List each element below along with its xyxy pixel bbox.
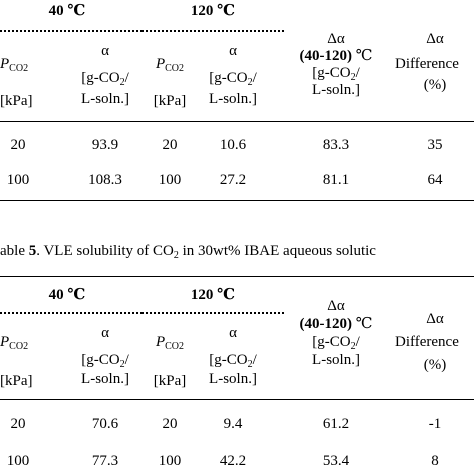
cell-diff: 8 xyxy=(431,453,439,469)
alpha-label-120: α xyxy=(229,325,237,341)
cell-a40: 108.3 xyxy=(88,172,122,188)
temp-120-header: 120 ℃ xyxy=(190,287,236,303)
cell-a40: 77.3 xyxy=(91,453,119,469)
delta-unit-1: [g-CO2/ xyxy=(312,334,360,352)
p-unit-120: [kPa] xyxy=(153,373,187,389)
cell-diff: -1 xyxy=(428,416,442,432)
diff-unit: (%) xyxy=(423,77,447,93)
cell-p40: 100 xyxy=(6,172,30,188)
diff-alpha-label: Δα xyxy=(426,31,444,47)
alpha-unit-120-1: [g-CO2/ xyxy=(209,352,257,370)
table-top-rule xyxy=(0,276,474,277)
cell-a40: 70.6 xyxy=(91,416,119,432)
dotted-rule-40 xyxy=(0,312,142,314)
cell-p120: 100 xyxy=(158,172,182,188)
cell-a120: 10.6 xyxy=(219,137,247,153)
diff-word: Difference xyxy=(395,334,459,350)
cell-delta: 83.3 xyxy=(322,137,350,153)
delta-alpha-label: Δα xyxy=(327,31,345,47)
cell-p120: 20 xyxy=(162,137,178,153)
table-bottom-rule-top xyxy=(0,200,474,201)
alpha-unit-40-2: L-soln.] xyxy=(81,371,129,387)
cell-a120: 42.2 xyxy=(219,453,247,469)
cell-p40: 100 xyxy=(6,453,30,469)
diff-word: Difference xyxy=(395,56,459,72)
dotted-rule-40 xyxy=(0,30,142,32)
p-label-120: PCO2 xyxy=(155,334,185,352)
table-caption: able 5. VLE solubility of CO2 in 30wt% I… xyxy=(0,243,376,261)
p-label-120: PCO2 xyxy=(155,56,185,74)
p-label-40: PCO2 xyxy=(0,56,29,74)
delta-unit-2: L-soln.] xyxy=(312,82,360,98)
delta-unit-2: L-soln.] xyxy=(312,352,360,368)
cell-p40: 20 xyxy=(10,137,26,153)
cell-diff: 64 xyxy=(427,172,443,188)
cell-diff: 35 xyxy=(427,137,443,153)
diff-alpha-label: Δα xyxy=(426,311,444,327)
cell-a120: 9.4 xyxy=(223,416,243,432)
alpha-unit-120-1: [g-CO2/ xyxy=(209,70,257,88)
alpha-label-40: α xyxy=(101,325,109,341)
delta-range: (40-120) ℃ xyxy=(299,316,373,332)
p-unit-120: [kPa] xyxy=(153,93,187,109)
p-unit-40: [kPa] xyxy=(0,93,33,109)
alpha-unit-120-2: L-soln.] xyxy=(209,91,257,107)
alpha-unit-120-2: L-soln.] xyxy=(209,371,257,387)
delta-alpha-label: Δα xyxy=(327,298,345,314)
alpha-label-120: α xyxy=(229,43,237,59)
cell-delta: 81.1 xyxy=(322,172,350,188)
cell-delta: 61.2 xyxy=(322,416,350,432)
cell-p120: 20 xyxy=(162,416,178,432)
delta-unit-1: [g-CO2/ xyxy=(312,65,360,83)
header-rule-bottom xyxy=(0,399,474,400)
header-rule-top xyxy=(0,121,474,122)
p-label-40: PCO2 xyxy=(0,334,29,352)
temp-40-header: 40 ℃ xyxy=(48,3,86,19)
alpha-label-40: α xyxy=(101,43,109,59)
alpha-unit-40-2: L-soln.] xyxy=(81,91,129,107)
cell-delta: 53.4 xyxy=(322,453,350,469)
alpha-unit-40-1: [g-CO2/ xyxy=(81,352,129,370)
cell-a40: 93.9 xyxy=(91,137,119,153)
diff-unit: (%) xyxy=(423,357,447,373)
temp-40-header: 40 ℃ xyxy=(48,287,86,303)
cell-p40: 20 xyxy=(10,416,26,432)
dotted-rule-120 xyxy=(142,30,284,32)
cell-p120: 100 xyxy=(158,453,182,469)
p-unit-40: [kPa] xyxy=(0,373,33,389)
cell-a120: 27.2 xyxy=(219,172,247,188)
delta-range: (40-120) ℃ xyxy=(299,48,373,64)
dotted-rule-120 xyxy=(142,312,284,314)
alpha-unit-40-1: [g-CO2/ xyxy=(81,70,129,88)
temp-120-header: 120 ℃ xyxy=(190,3,236,19)
